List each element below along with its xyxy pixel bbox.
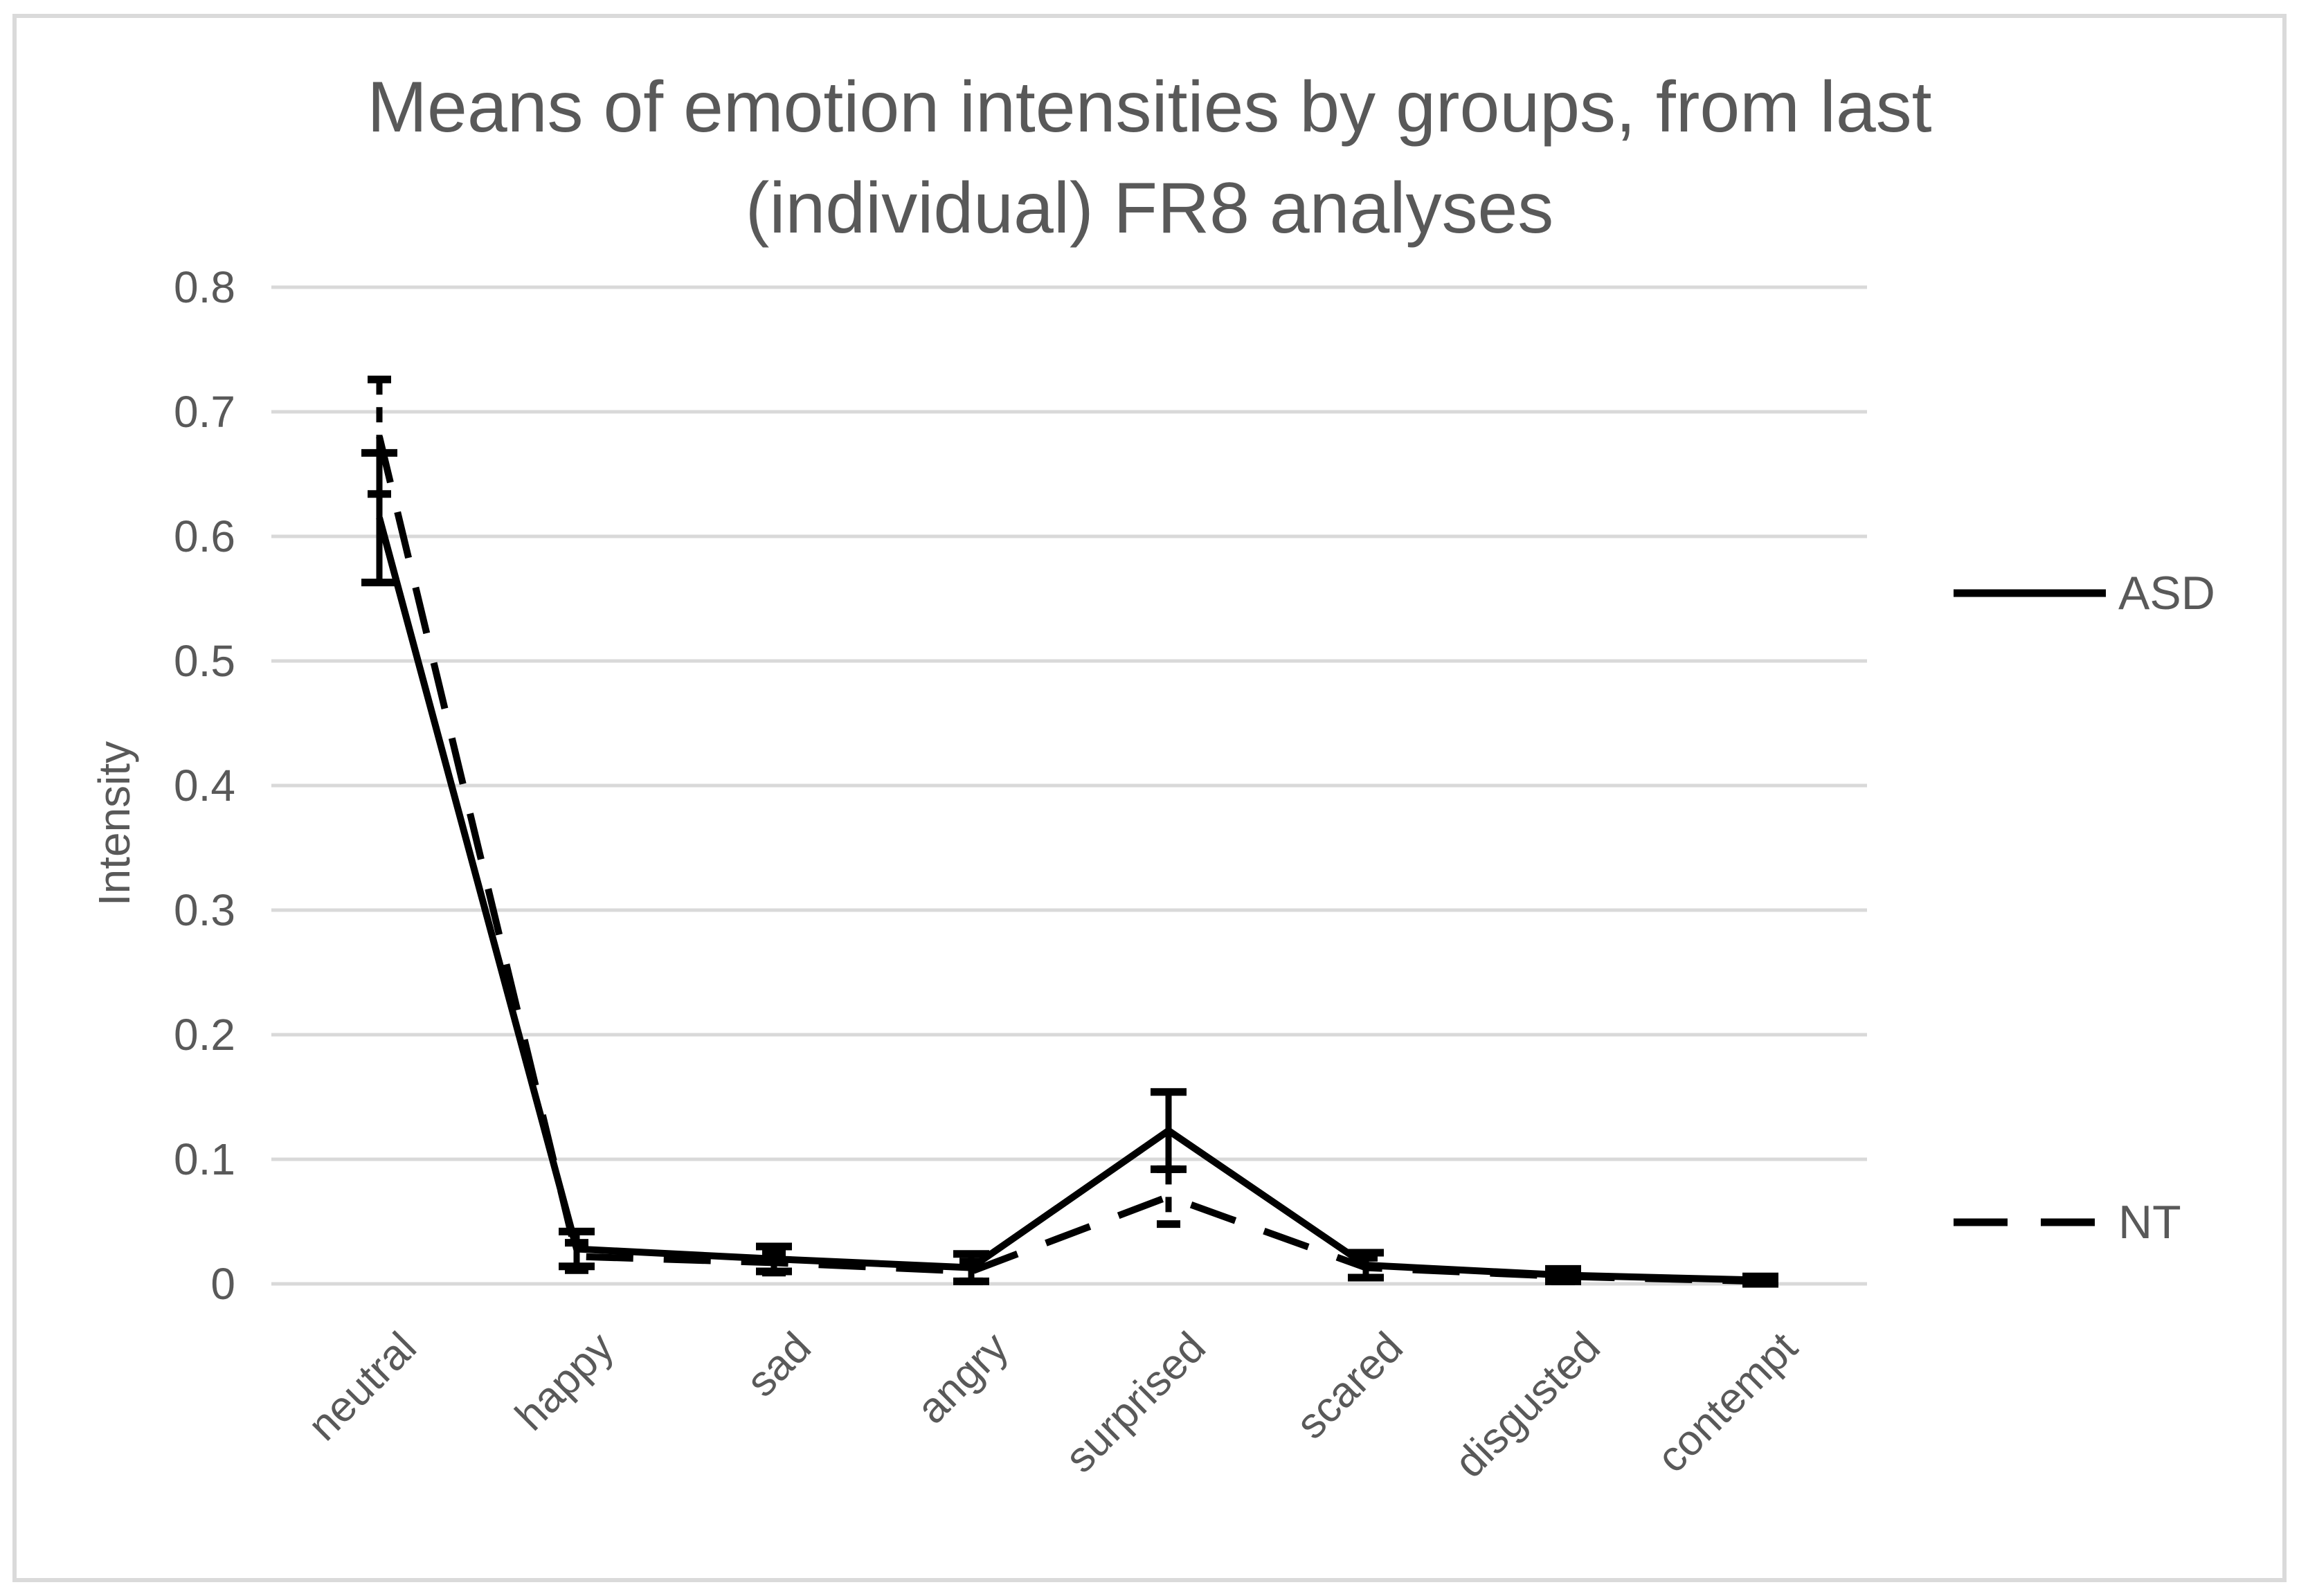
y-tick-label: 0	[210, 1259, 235, 1309]
asd-line	[376, 516, 1761, 1284]
y-tick-label: 0.8	[174, 262, 235, 312]
error-bar-nt	[1157, 1165, 1180, 1228]
y-tick-label: 0.4	[174, 761, 235, 810]
y-tick-label: 0.3	[174, 885, 235, 935]
y-tick-label: 0.2	[174, 1010, 235, 1060]
legend-label-asd: ASD	[2118, 567, 2215, 619]
y-tick-label: 0.1	[174, 1134, 235, 1184]
y-tick-label: 0.6	[174, 511, 235, 561]
nt-line	[376, 435, 1761, 1285]
chart-title: Means of emotion intensities by groups, …	[0, 57, 2299, 259]
chart-title-line-2: (individual) FR8 analyses	[745, 168, 1554, 248]
y-tick-label: 0.5	[174, 636, 235, 686]
chart-title-line-1: Means of emotion intensities by groups, …	[367, 67, 1932, 147]
legend-label-nt: NT	[2118, 1196, 2181, 1249]
y-tick-label: 0.7	[174, 387, 235, 437]
chart-outer-border	[12, 14, 2287, 1582]
